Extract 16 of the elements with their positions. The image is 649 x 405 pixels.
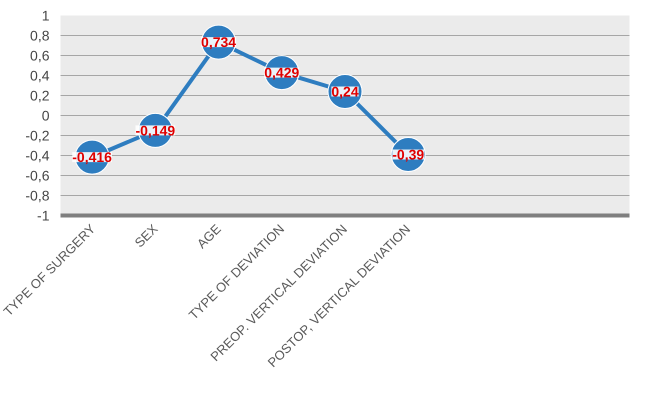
y-tick-label: 0,4 (30, 68, 50, 84)
y-tick-label: 0,2 (30, 88, 50, 104)
y-tick-label: -0,8 (25, 188, 50, 204)
text: -0,39 (392, 146, 424, 162)
text: -0,149 (135, 122, 176, 138)
y-tick-label: 1 (42, 8, 50, 24)
y-tick-label: -0,2 (25, 128, 50, 144)
y-tick-label: 0,8 (30, 28, 50, 44)
y-tick-label: -0,6 (25, 168, 50, 184)
y-tick-label: 0,6 (30, 48, 50, 64)
text: 0,734 (201, 34, 236, 50)
y-tick-label: -0,4 (25, 148, 50, 164)
y-tick-label: 0 (42, 108, 50, 124)
text: -0,416 (72, 149, 112, 166)
text: 0,429 (264, 64, 300, 81)
y-tick-label: -1 (37, 208, 50, 224)
